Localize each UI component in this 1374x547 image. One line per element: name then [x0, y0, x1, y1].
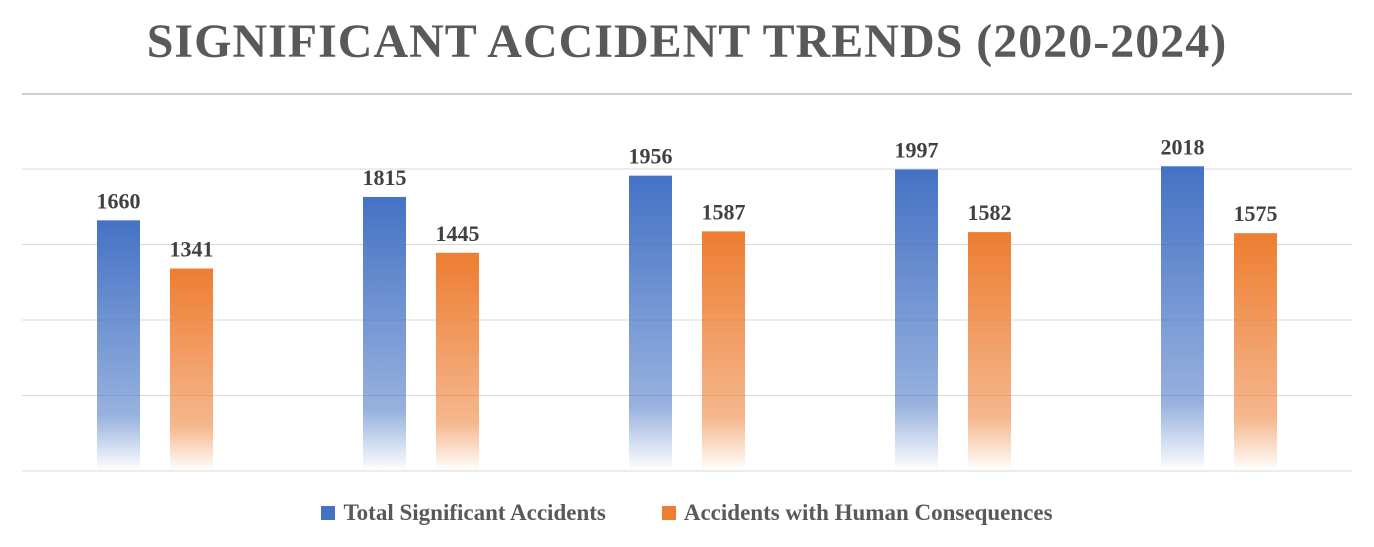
data-label-human-3: 1582: [968, 200, 1012, 225]
data-label-human-1: 1445: [436, 221, 480, 246]
data-label-total-3: 1997: [895, 137, 939, 162]
legend-swatch-human: [661, 506, 676, 520]
data-label-human-4: 1575: [1234, 201, 1278, 226]
data-label-total-4: 2018: [1161, 134, 1205, 159]
bar-total-3: [895, 169, 938, 471]
data-label-total-1: 1815: [363, 165, 407, 190]
bar-human-2: [702, 231, 745, 471]
bar-human-3: [968, 232, 1011, 471]
legend-label-total: Total Significant Accidents: [343, 500, 606, 525]
legend-label-human: Accidents with Human Consequences: [683, 500, 1053, 525]
data-label-total-2: 1956: [629, 144, 673, 169]
data-label-human-0: 1341: [170, 237, 214, 262]
bar-total-4: [1161, 166, 1204, 472]
bar-total-1: [363, 196, 406, 471]
bar-human-4: [1234, 233, 1277, 471]
bar-human-1: [436, 252, 479, 471]
chart-title: SIGNIFICANT ACCIDENT TRENDS (2020-2024): [146, 15, 1228, 68]
data-label-total-0: 1660: [97, 188, 141, 213]
bar-total-0: [97, 220, 140, 471]
legend-swatch-total: [321, 506, 336, 520]
legend-item-human: Accidents with Human Consequences: [661, 500, 1053, 526]
bar-human-0: [170, 268, 213, 471]
bar-total-2: [629, 175, 672, 472]
data-label-human-2: 1587: [702, 199, 746, 224]
legend-item-total: Total Significant Accidents: [321, 500, 606, 526]
legend: Total Significant Accidents Accidents wi…: [0, 500, 1374, 526]
